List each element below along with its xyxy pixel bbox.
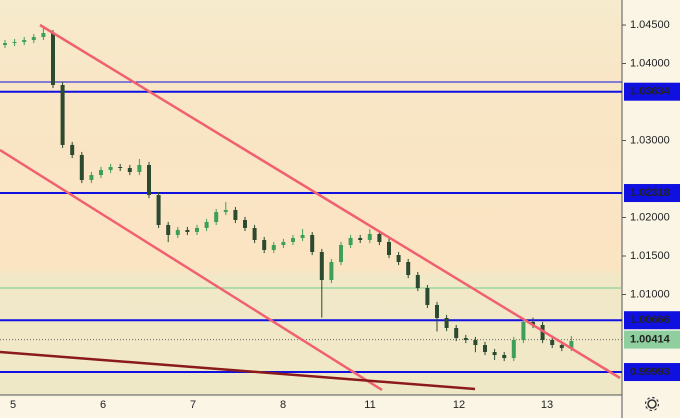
candle-body (60, 85, 65, 145)
candle-body (108, 166, 113, 171)
candle-body (531, 321, 535, 325)
y-tick-label: 1.04000 (630, 57, 670, 69)
candle-body (156, 195, 161, 225)
candle-body (195, 227, 199, 232)
candle-body (483, 345, 487, 353)
candle-body (22, 40, 27, 43)
candle-body (473, 340, 478, 346)
candle-body (319, 252, 324, 281)
time-axis (0, 395, 622, 418)
trend-line[interactable] (0, 350, 476, 391)
candle-body (415, 275, 420, 289)
candle-body (137, 164, 142, 173)
candle-body (281, 241, 286, 245)
candle-body (310, 234, 315, 253)
x-tick-label: 11 (364, 399, 375, 411)
candle-body (435, 304, 439, 318)
candle-body (300, 234, 305, 238)
level-box (624, 363, 680, 382)
x-tick-label: 13 (541, 399, 553, 411)
candle-body (127, 168, 132, 173)
candle-body (243, 219, 247, 228)
level-label: 1.02318 (630, 187, 670, 199)
candle-body (252, 227, 257, 240)
candle-body (41, 33, 46, 38)
candle-body (454, 327, 459, 339)
candle-body (550, 340, 555, 346)
trend-line[interactable] (0, 148, 383, 392)
candle-body (262, 239, 267, 250)
candle-body (51, 33, 55, 86)
x-tick-label: 5 (10, 399, 16, 411)
candle-body (559, 345, 564, 349)
level-label: 1.00666 (630, 314, 670, 326)
x-tick-label: 8 (280, 399, 286, 411)
candle-body (233, 210, 238, 220)
candle-body (367, 233, 372, 240)
candle-body (521, 321, 526, 341)
level-box (624, 184, 680, 203)
level-label: 0.99993 (630, 366, 670, 378)
candle-body (502, 355, 507, 359)
last-price-box (624, 330, 680, 349)
candle-body (3, 43, 7, 46)
plot-background (0, 0, 622, 395)
candle-body (492, 352, 497, 356)
candle-body (214, 212, 219, 222)
candle-body (511, 340, 516, 359)
candle-body (118, 166, 123, 169)
x-tick-label: 12 (453, 399, 465, 411)
candle-body (377, 233, 382, 242)
candle-body (396, 255, 401, 263)
candle-body (89, 175, 94, 181)
candle-body (358, 237, 363, 240)
settings-icon[interactable] (644, 396, 660, 412)
candle-body (31, 37, 36, 41)
candle-body (147, 164, 151, 196)
trend-line[interactable] (39, 23, 621, 380)
candle-body (99, 170, 103, 176)
candle-body (444, 317, 449, 328)
candle-body (569, 341, 574, 349)
candle-body (79, 154, 84, 181)
candle-body (463, 338, 468, 341)
candle-body (204, 221, 209, 228)
level-box (624, 311, 680, 330)
x-tick-label: 6 (100, 399, 106, 411)
candle-body (166, 224, 171, 235)
level-box (624, 82, 680, 101)
candle-body (70, 144, 75, 155)
candle-body (348, 237, 353, 245)
last-price-label: 1.00414 (630, 334, 671, 346)
candle-body (12, 42, 17, 44)
candle-body (329, 262, 334, 281)
level-label: 1.03634 (630, 86, 671, 98)
candle-body (339, 244, 343, 263)
candle-body (223, 210, 228, 213)
candle-body (291, 237, 295, 242)
candle-body (271, 244, 276, 250)
candle-body (185, 229, 190, 232)
y-tick-label: 1.02000 (630, 211, 670, 223)
candle-body (387, 241, 391, 256)
y-tick-label: 1.03000 (630, 134, 670, 146)
candle-body (540, 324, 545, 341)
candle-body (425, 288, 430, 305)
candle-body (406, 262, 411, 276)
y-tick-label: 1.01500 (630, 250, 670, 262)
y-tick-label: 1.01000 (630, 288, 670, 300)
candle-body (175, 229, 180, 235)
x-tick-label: 7 (190, 399, 196, 411)
y-tick-label: 1.04500 (630, 19, 670, 31)
